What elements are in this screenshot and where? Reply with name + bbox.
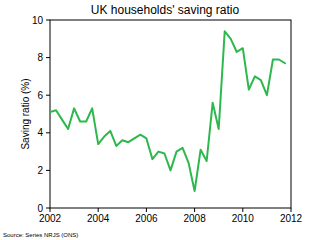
source: Source: Series NRJS (ONS) <box>3 232 78 238</box>
y-axis-label: Saving ratio (%) <box>20 78 31 149</box>
y-tick-label: 2 <box>37 165 43 176</box>
x-tick <box>194 208 195 212</box>
x-tick-label: 2006 <box>135 213 158 224</box>
y-tick <box>46 208 50 209</box>
x-tick <box>291 208 292 212</box>
y-tick-label: 8 <box>37 52 43 63</box>
line <box>50 31 285 191</box>
y-tick-label: 6 <box>37 90 43 101</box>
y-tick <box>46 95 50 96</box>
x-tick <box>146 208 147 212</box>
y-tick-label: 0 <box>37 203 43 214</box>
title: UK households' saving ratio <box>91 3 240 17</box>
y-tick <box>46 170 50 171</box>
y-tick <box>46 57 50 58</box>
y-tick <box>46 20 50 21</box>
x-tick <box>242 208 243 212</box>
x-tick-label: 2010 <box>232 213 255 224</box>
x-tick-label: 2012 <box>280 213 303 224</box>
x-tick <box>50 208 51 212</box>
plot-frame <box>50 20 291 208</box>
y-tick-label: 4 <box>37 127 43 138</box>
x-tick <box>98 208 99 212</box>
chart: UK households' saving ratio Saving ratio … <box>0 0 320 240</box>
y-tick <box>46 132 50 133</box>
y-tick-label: 10 <box>32 15 44 26</box>
plot-area <box>50 31 285 191</box>
x-tick-label: 2002 <box>39 213 62 224</box>
x-tick-label: 2008 <box>183 213 206 224</box>
x-tick-label: 2004 <box>87 213 110 224</box>
